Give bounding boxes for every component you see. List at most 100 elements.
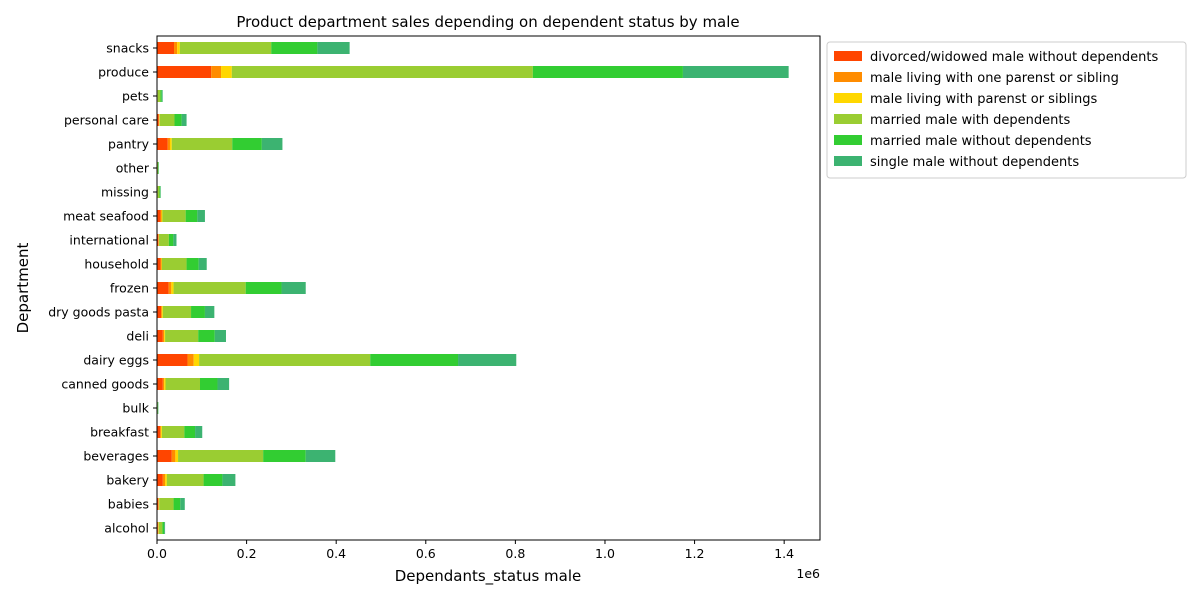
bar-frozen-s3 [173,282,246,294]
bar-deli-s5 [214,330,226,342]
x-tick-label: 1.4 [774,546,794,561]
legend-swatch [834,93,862,103]
bar-pantry-s1 [167,138,170,150]
bar-produce-s4 [532,66,683,78]
bar-dry-goods-pasta-s2 [161,306,163,318]
legend-swatch [834,114,862,124]
y-tick-label: pantry [108,137,150,152]
bar-breakfast-s0 [157,426,161,438]
bar-household-s1 [160,258,162,270]
bar-breakfast-s2 [161,426,162,438]
chart-title: Product department sales depending on de… [236,13,739,31]
x-axis-title: Dependants_status male [395,567,582,586]
y-axis: alcohol babies bakery beverages breakfast bul… [48,41,157,536]
bar-bakery-s5 [222,474,236,486]
y-tick-label: personal care [64,113,149,128]
x-tick-label: 0.0 [147,546,167,561]
y-tick-label: dry goods pasta [48,305,149,320]
bar-beverages-s0 [157,450,172,462]
bar-meat-seafood-s4 [185,210,198,222]
y-tick-label: meat seafood [63,209,149,224]
y-tick-label: missing [101,185,149,200]
bar-canned-goods-s2 [164,378,166,390]
bar-household-s5 [198,258,207,270]
bar-breakfast-s4 [184,426,196,438]
bar-snacks-s4 [271,42,318,54]
bar-dairy-eggs-s0 [157,354,188,366]
x-axis: 0.0 0.2 0.4 0.6 0.8 1.0 1.2 1.4 [147,540,794,561]
bar-pantry-s5 [261,138,283,150]
bar-dairy-eggs-s2 [193,354,200,366]
bar-beverages-s2 [175,450,179,462]
bar-babies-s3 [159,498,174,510]
bar-bakery-s0 [157,474,163,486]
bar-international-s3 [159,234,169,246]
bar-babies-s0 [157,498,159,510]
legend-label: single male without dependents [870,155,1079,170]
bar-dry-goods-pasta-s4 [191,306,205,318]
bar-snacks-s2 [177,42,180,54]
bar-alcohol-s4 [162,522,165,534]
bar-deli-s2 [164,330,166,342]
y-tick-label: bakery [106,473,149,488]
bar-meat-seafood-s5 [197,210,205,222]
bar-dairy-eggs-s3 [199,354,371,366]
bar-dry-goods-pasta-s0 [157,306,162,318]
y-tick-label: other [116,161,150,176]
bar-produce-s1 [211,66,222,78]
bar-babies-s5 [180,498,185,510]
bar-breakfast-s5 [195,426,203,438]
y-tick-label: canned goods [61,377,149,392]
bar-frozen-s0 [157,282,169,294]
bar-missing-s3 [157,186,160,198]
bar-dairy-eggs-s4 [370,354,459,366]
bar-meat-seafood-s3 [162,210,186,222]
y-tick-label: breakfast [90,425,149,440]
bar-snacks-s0 [157,42,175,54]
bar-meat-seafood-s1 [160,210,162,222]
bar-canned-goods-s5 [217,378,230,390]
bar-household-s0 [157,258,161,270]
legend-label: married male with dependents [870,113,1070,128]
bar-frozen-s5 [281,282,306,294]
legend-label: married male without dependents [870,134,1092,149]
bar-bakery-s2 [165,474,167,486]
bar-pantry-s0 [157,138,168,150]
bar-produce-s3 [231,66,533,78]
bar-personal-care-s0 [157,114,159,126]
y-tick-label: international [69,233,149,248]
bar-pets-s3 [157,90,161,102]
legend-swatch [834,156,862,166]
x-tick-label: 0.4 [326,546,346,561]
bar-meat-seafood-s0 [157,210,161,222]
bar-bakery-s4 [203,474,223,486]
legend: divorced/widowed male without dependents… [826,41,1187,179]
x-tick-label: 0.2 [237,546,257,561]
y-tick-label: bulk [122,401,149,416]
bar-international-s5 [173,234,177,246]
bar-snacks-s1 [174,42,178,54]
y-tick-label: alcohol [104,521,149,536]
bar-deli-s3 [165,330,199,342]
bar-beverages-s4 [263,450,306,462]
bar-snacks-s5 [317,42,350,54]
bar-canned-goods-s4 [200,378,218,390]
bar-alcohol-s5 [164,522,166,534]
bar-deli-s0 [157,330,163,342]
bar-frozen-s1 [168,282,172,294]
bar-personal-care-s3 [159,114,175,126]
bar-pantry-s2 [169,138,172,150]
bar-personal-care-s4 [174,114,182,126]
bar-pantry-s4 [232,138,262,150]
bar-beverages-s1 [171,450,176,462]
y-tick-label: deli [126,329,149,344]
bar-canned-goods-s1 [162,378,165,390]
bar-dry-goods-pasta-s1 [161,306,162,318]
legend-frame [826,41,1187,179]
bar-dry-goods-pasta-s3 [162,306,192,318]
y-tick-label: frozen [110,281,149,296]
bar-dairy-eggs-s1 [187,354,194,366]
bar-beverages-s5 [305,450,336,462]
bar-canned-goods-s3 [165,378,201,390]
